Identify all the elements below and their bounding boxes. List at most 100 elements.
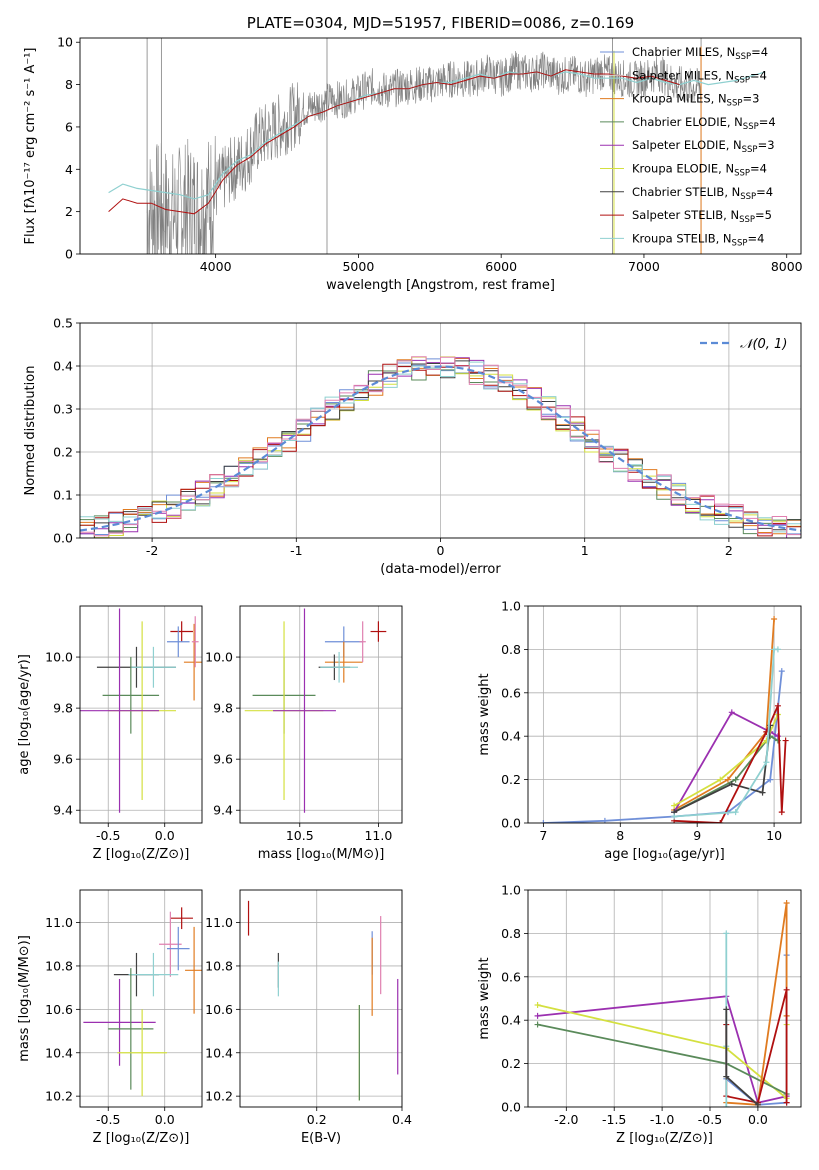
error-bar-point <box>370 621 387 642</box>
axes-frame <box>239 889 403 1108</box>
legend-entry: Kroupa MILES, NSSP=3 <box>632 92 759 109</box>
axes-age-vs-mass: 10.5 11.0 9.4 9.6 9.8 10.0 mass [log₁₀(M/M⊙)] <box>205 605 403 862</box>
y-tick-label: 0.0 <box>53 531 73 546</box>
x-axis-label: E(B-V) <box>301 1131 341 1146</box>
y-tick-label: 0.6 <box>501 969 521 984</box>
y-tick-label: 0 <box>65 247 73 262</box>
y-tick-label: 10.6 <box>45 1002 73 1017</box>
plus-marker <box>724 776 731 783</box>
y-tick-label: 0.2 <box>501 772 521 787</box>
x-axis-label: age [log₁₀(age/yr)] <box>604 847 725 862</box>
plus-marker <box>728 780 735 787</box>
axes-frame <box>79 889 203 1108</box>
plot-area-mass-weight-vs-Z <box>528 890 801 1107</box>
y-tick-label: 10.8 <box>45 958 73 973</box>
y-axis-label: Flux [fλ10⁻¹⁷ erg cm⁻² s⁻¹ A⁻¹] <box>23 48 38 245</box>
error-bar-point <box>128 952 179 997</box>
model-spectrum-red <box>108 69 680 215</box>
y-tick-label: 0.1 <box>53 488 73 503</box>
y-tick-label: 0.4 <box>501 1013 521 1028</box>
mass-weight-series <box>723 900 790 1107</box>
series-line <box>673 725 772 813</box>
axes-frame <box>79 605 203 824</box>
x-tick-label: 7000 <box>628 259 660 274</box>
plus-marker <box>534 1002 541 1009</box>
axes-frame <box>79 322 802 539</box>
y-tick-label: 0.2 <box>501 1056 521 1071</box>
y-tick-label: 0.8 <box>501 642 521 657</box>
x-tick-label: 0.2 <box>307 1112 327 1127</box>
series-line <box>726 902 788 1106</box>
y-tick-label: 0.0 <box>501 816 521 831</box>
error-bar-point <box>108 968 154 1090</box>
series-line <box>543 671 783 823</box>
y-tick-label: 0.4 <box>53 359 73 374</box>
plus-marker <box>774 646 781 653</box>
plus-marker <box>728 709 735 716</box>
plot-area-age-vs-mass <box>240 606 402 823</box>
axes-frame <box>527 605 802 824</box>
legend-entry: Kroupa STELIB, NSSP=4 <box>632 231 764 248</box>
error-bar-point <box>130 646 177 688</box>
plus-marker <box>540 820 547 823</box>
plot-area-mass-vs-EBV <box>240 890 402 1107</box>
y-tick-label: 0.4 <box>501 729 521 744</box>
error-bar-point <box>191 616 199 668</box>
y-tick-label: 10.4 <box>205 1045 233 1060</box>
error-bar-point <box>80 608 160 813</box>
axes-frame <box>79 37 802 255</box>
error-bar-point <box>83 978 156 1066</box>
plus-marker <box>723 1073 730 1080</box>
axes-spectrum: 4000 5000 6000 7000 8000 0 2 4 6 8 10 PLATE=0304, M… <box>23 14 803 293</box>
plot-area-spectrum <box>108 38 766 254</box>
plus-marker <box>771 616 778 623</box>
y-tick-label: 9.8 <box>213 701 233 716</box>
series-line <box>537 995 787 1104</box>
legend-entry: Salpeter STELIB, NSSP=5 <box>632 208 772 225</box>
x-tick-label: 10.5 <box>286 828 314 843</box>
plus-marker <box>671 802 678 809</box>
x-axis-label: wavelength [Angstrom, rest frame] <box>326 278 555 293</box>
mass-weight-series <box>723 952 790 1107</box>
y-tick-label: 0.2 <box>53 445 73 460</box>
x-tick-label: 7 <box>539 828 547 843</box>
y-tick-label: 0.3 <box>53 402 73 417</box>
plot-area-residuals <box>80 323 801 538</box>
y-axis-label: mass [log₁₀(M/M⊙)] <box>17 935 32 1062</box>
mass-weight-series <box>671 616 778 813</box>
y-tick-label: 10.0 <box>205 650 233 665</box>
x-tick-label: -1.5 <box>602 1112 626 1127</box>
mass-weight-series <box>723 1006 761 1107</box>
plus-marker <box>774 702 781 709</box>
plus-marker <box>723 1104 730 1107</box>
x-tick-label: -2 <box>146 543 158 558</box>
y-tick-label: 9.8 <box>53 701 73 716</box>
error-bar-point <box>170 621 193 642</box>
y-tick-label: 10.0 <box>45 650 73 665</box>
y-tick-label: 0.0 <box>501 1100 521 1115</box>
x-tick-label: 0.0 <box>155 1112 175 1127</box>
plus-marker <box>534 1012 541 1019</box>
normal-curve <box>80 365 801 532</box>
x-tick-label: -0.5 <box>698 1112 722 1127</box>
x-axis-label: Z [log₁₀(Z/Z⊙)] <box>616 1131 713 1146</box>
x-tick-label: 9 <box>693 828 701 843</box>
plus-marker <box>778 668 785 675</box>
plus-marker <box>534 1021 541 1028</box>
plus-marker <box>783 900 790 907</box>
x-tick-label: 0.0 <box>155 828 175 843</box>
series-line <box>673 618 775 811</box>
x-tick-label: 5000 <box>342 259 374 274</box>
error-bar-point <box>117 1009 167 1097</box>
chart-title: PLATE=0304, MJD=51957, FIBERID=0086, z=0… <box>247 14 634 32</box>
error-bar-point <box>170 907 193 930</box>
error-bar-point <box>324 641 363 683</box>
y-axis-label: mass weight <box>477 957 492 1039</box>
histogram-series <box>80 361 801 533</box>
y-tick-label: 4 <box>65 162 73 177</box>
legend-entry: Chabrier STELIB, NSSP=4 <box>632 185 773 202</box>
y-tick-label: 9.6 <box>213 752 233 767</box>
mass-weight-series <box>671 646 781 820</box>
x-tick-label: 8 <box>616 828 624 843</box>
